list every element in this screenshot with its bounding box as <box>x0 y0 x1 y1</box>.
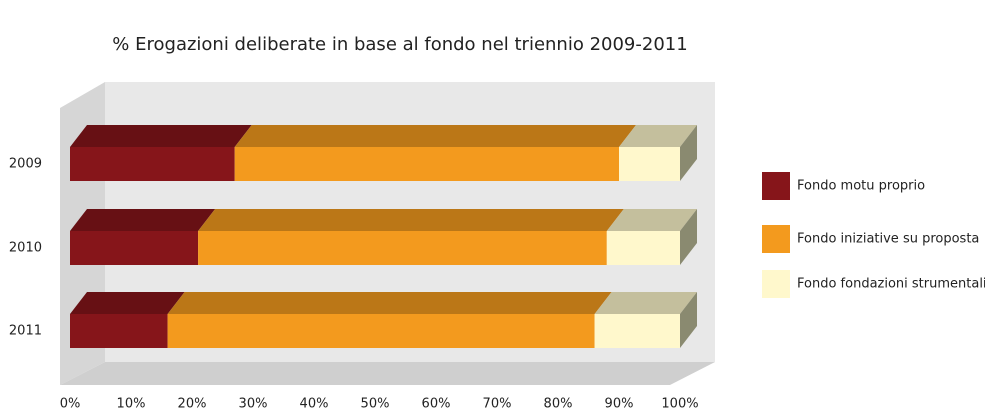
bar-side <box>680 125 697 181</box>
legend-label: Fondo iniziative su proposta <box>797 232 979 247</box>
y-tick-label: 2010 <box>9 241 42 256</box>
bar <box>70 314 168 348</box>
legend-swatch <box>762 172 790 200</box>
x-tick-label: 100% <box>661 397 698 412</box>
x-tick-label: 60% <box>422 397 451 412</box>
bar-top <box>167 292 612 314</box>
x-tick-label: 90% <box>605 397 634 412</box>
bar-top <box>70 125 252 147</box>
y-tick-label: 2011 <box>9 324 42 339</box>
bar-top <box>70 209 216 231</box>
bar <box>606 231 680 265</box>
bar-side <box>680 292 697 348</box>
x-tick-label: 10% <box>117 397 146 412</box>
bar <box>70 147 235 181</box>
bar-top <box>619 125 697 147</box>
legend-swatch <box>762 270 790 298</box>
bar <box>167 314 595 348</box>
bar <box>234 147 619 181</box>
x-tick-label: 0% <box>60 397 81 412</box>
bar <box>70 231 199 265</box>
bar <box>198 231 607 265</box>
floor <box>60 362 715 385</box>
x-tick-label: 40% <box>300 397 329 412</box>
bar-top <box>594 292 697 314</box>
x-tick-label: 70% <box>483 397 512 412</box>
chart-title: % Erogazioni deliberate in base al fondo… <box>112 34 687 55</box>
bar-top <box>234 125 636 147</box>
x-tick-label: 30% <box>239 397 268 412</box>
x-tick-label: 20% <box>178 397 207 412</box>
x-tick-label: 80% <box>544 397 573 412</box>
bar-top <box>606 209 697 231</box>
x-tick-label: 50% <box>361 397 390 412</box>
bar <box>594 314 680 348</box>
legend-label: Fondo fondazioni strumentali <box>797 277 985 292</box>
bar-top <box>198 209 624 231</box>
legend-swatch <box>762 225 790 253</box>
bar-side <box>680 209 697 265</box>
bar <box>619 147 680 181</box>
y-tick-label: 2009 <box>9 157 42 172</box>
bar-top <box>70 292 185 314</box>
legend-label: Fondo motu proprio <box>797 179 925 194</box>
